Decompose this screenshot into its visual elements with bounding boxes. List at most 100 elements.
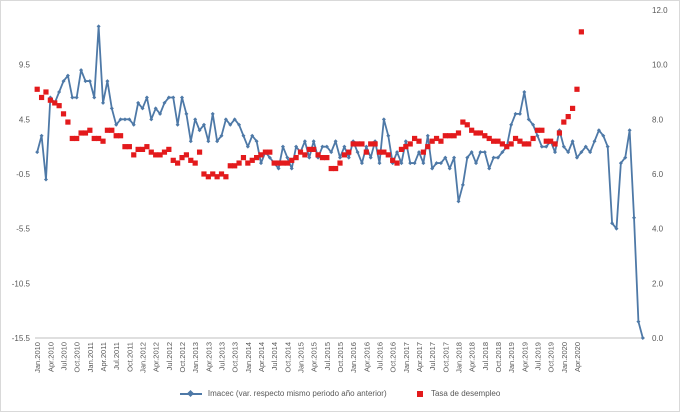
desempleo-point (280, 160, 286, 166)
imacec-point (430, 166, 435, 171)
desempleo-point (368, 141, 374, 147)
imacec-point (92, 95, 97, 100)
imacec-point (346, 155, 351, 160)
legend-item-desempleo: Tasa de desempleo (416, 389, 500, 398)
imacec-point (478, 150, 483, 155)
imacec-point (276, 166, 281, 171)
imacec-point (83, 79, 88, 84)
imacec-point (144, 95, 149, 100)
imacec-point (61, 79, 66, 84)
imacec-point (70, 95, 75, 100)
imacec-point (136, 100, 141, 105)
imacec-point (43, 177, 48, 182)
imacec-point (544, 144, 549, 149)
desempleo-point (43, 89, 49, 95)
imacec-point (324, 144, 329, 149)
desempleo-point (293, 155, 299, 161)
desempleo-point (47, 97, 53, 103)
imacec-point (254, 139, 259, 144)
imacec-point (535, 133, 540, 138)
desempleo-point (175, 160, 181, 166)
desempleo-point (284, 160, 290, 166)
x-tick-label: Apr.2013 (204, 342, 213, 372)
desempleo-point (122, 144, 128, 150)
x-tick-label: Apr.2017 (415, 342, 424, 372)
desempleo-point (161, 149, 168, 155)
imacec-point (149, 117, 154, 122)
desempleo-point (148, 149, 154, 155)
desempleo-point (56, 103, 62, 109)
desempleo-point (578, 29, 584, 35)
imacec-point (237, 122, 242, 127)
imacec-point (57, 90, 62, 94)
desempleo-point (240, 155, 247, 161)
desempleo-point (341, 152, 347, 158)
imacec-point (289, 166, 294, 171)
imacec-point (456, 199, 461, 204)
imacec-point (307, 155, 312, 160)
imacec-point (96, 24, 101, 29)
desempleo-point (74, 135, 80, 142)
x-tick-label: Oct.2018 (494, 342, 503, 372)
desempleo-point (517, 138, 523, 144)
x-tick-label: Apr.2018 (468, 342, 477, 372)
imacec-point (495, 155, 500, 160)
imacec-point (403, 139, 408, 144)
x-tick-label: Apr.2019 (520, 342, 529, 372)
desempleo-point (548, 138, 554, 144)
imacec-point (517, 111, 522, 116)
desempleo-point (376, 149, 383, 155)
imacec-point (553, 150, 558, 155)
y-right-tick-label: 4.0 (652, 225, 664, 234)
desempleo-point (113, 133, 119, 139)
desempleo-point (249, 157, 255, 163)
imacec-point (311, 139, 316, 144)
x-tick-label: Jul.2012 (165, 342, 174, 370)
y-right-tick-label: 6.0 (652, 170, 664, 179)
desempleo-point (139, 146, 146, 152)
desempleo-point (346, 149, 352, 155)
legend-item-imacec: Imacec (var. respecto mismo periodo año … (179, 389, 387, 398)
desempleo-point (333, 165, 339, 172)
desempleo-point (354, 141, 361, 147)
x-tick-label: Apr.2011 (99, 342, 108, 371)
x-tick-label: Apr.2016 (362, 342, 371, 372)
x-tick-label: Apr.2010 (46, 342, 55, 372)
imacec-point (333, 139, 338, 144)
desempleo-point (227, 163, 233, 169)
imacec-point (118, 117, 123, 122)
desempleo-point (302, 152, 308, 158)
desempleo-point (350, 141, 356, 147)
desempleo-point (539, 127, 545, 133)
desempleo-point (144, 144, 150, 150)
x-tick-label: Apr.2020 (573, 342, 582, 372)
x-tick-label: Oct.2019 (547, 342, 556, 372)
imacec-point (180, 95, 185, 100)
imacec-point (280, 144, 285, 149)
imacec-point (131, 122, 136, 127)
y-right-tick-label: 8.0 (652, 115, 664, 124)
imacec-point (35, 150, 40, 155)
imacec-point (105, 79, 110, 84)
x-tick-label: Jul.2011 (112, 342, 121, 370)
desempleo-point (328, 165, 334, 172)
imacec-point (140, 106, 145, 111)
imacec-point (338, 155, 342, 160)
imacec-point (153, 106, 158, 111)
y-left-tick-label: -10.5 (12, 279, 31, 288)
imacec-point (561, 144, 566, 149)
x-tick-label: Jan.2017 (402, 342, 411, 373)
imacec-point (399, 161, 404, 166)
imacec-point (632, 215, 637, 220)
imacec-point (87, 79, 92, 84)
x-tick-label: Jul.2016 (375, 342, 384, 370)
imacec-point (618, 161, 623, 166)
desempleo-point (87, 127, 93, 133)
imacec-point (184, 111, 189, 116)
imacec-point (250, 133, 255, 138)
x-tick-label: Jan.2016 (349, 342, 358, 373)
desempleo-point (210, 171, 216, 177)
imacec-point (579, 150, 584, 155)
imacec-point (636, 319, 641, 324)
imacec-point (245, 144, 250, 149)
